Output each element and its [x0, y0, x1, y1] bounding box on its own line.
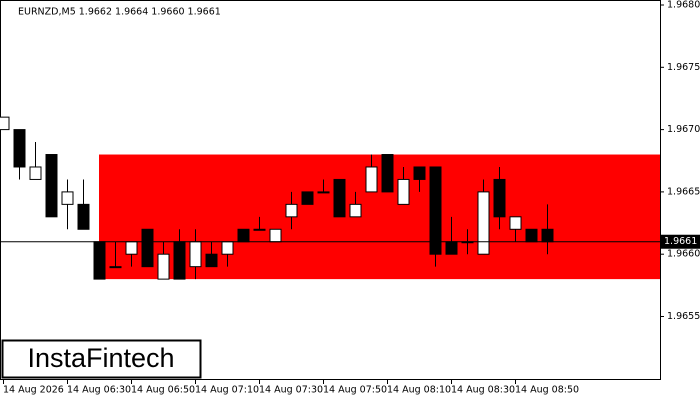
candle-body — [349, 203, 362, 218]
candle-body — [205, 253, 218, 268]
candle-body — [269, 228, 282, 243]
candle-body — [77, 203, 90, 230]
candle-body — [541, 228, 554, 243]
chart-title: EURNZD,M5 1.9662 1.9664 1.9660 1.9661 — [18, 7, 221, 18]
candle-body — [61, 191, 74, 205]
logo-box — [1, 339, 202, 379]
candle-body — [237, 228, 250, 243]
candle-body — [141, 228, 154, 268]
candle-body — [45, 154, 58, 218]
candle-body — [317, 191, 330, 194]
candle-body — [493, 178, 506, 218]
x-tick-label: 14 Aug 06:30 — [67, 385, 131, 396]
candle-body — [125, 241, 138, 255]
candle-body — [173, 241, 186, 280]
candle-body — [29, 166, 42, 180]
candle-body — [285, 203, 298, 218]
candle-body — [509, 216, 522, 230]
y-tick-label: 1.9655 — [667, 311, 700, 322]
x-tick-label: 14 Aug 07:30 — [259, 385, 323, 396]
candle-body — [157, 253, 170, 280]
candle-body — [413, 166, 426, 180]
price-label: 1.9661 — [664, 236, 697, 247]
candle-body — [0, 116, 10, 131]
candle-body — [333, 178, 346, 218]
candle-body — [477, 191, 490, 255]
x-tick-label: 14 Aug 08:30 — [451, 385, 515, 396]
x-tick-label: 14 Aug 08:50 — [515, 385, 579, 396]
x-tick-label: 14 Aug 07:50 — [323, 385, 387, 396]
candle-body — [93, 241, 106, 280]
candle-body — [397, 178, 410, 205]
x-tick-label: 14 Aug 2026 — [3, 385, 64, 396]
x-tick-label: 14 Aug 07:10 — [195, 385, 259, 396]
candle-body — [429, 166, 442, 255]
x-tick-label: 14 Aug 08:10 — [387, 385, 451, 396]
y-tick-label: 1.9675 — [667, 62, 700, 73]
candle-body — [381, 154, 394, 193]
candle-body — [221, 241, 234, 255]
y-tick-label: 1.9660 — [667, 249, 700, 260]
y-tick-label: 1.9680 — [667, 0, 700, 11]
y-tick-label: 1.9670 — [667, 124, 700, 135]
logo: InstaFintech — [27, 343, 174, 373]
candle-body — [365, 166, 378, 193]
candle-body — [189, 241, 202, 268]
candle-body — [109, 266, 122, 269]
candle-body — [445, 241, 458, 255]
candle-body — [301, 191, 314, 205]
y-tick-label: 1.9665 — [667, 186, 700, 197]
price-box — [661, 234, 700, 249]
candle-body — [525, 228, 538, 243]
x-tick-label: 14 Aug 06:50 — [131, 385, 195, 396]
candle-body — [13, 129, 26, 168]
candle-body — [253, 228, 266, 231]
